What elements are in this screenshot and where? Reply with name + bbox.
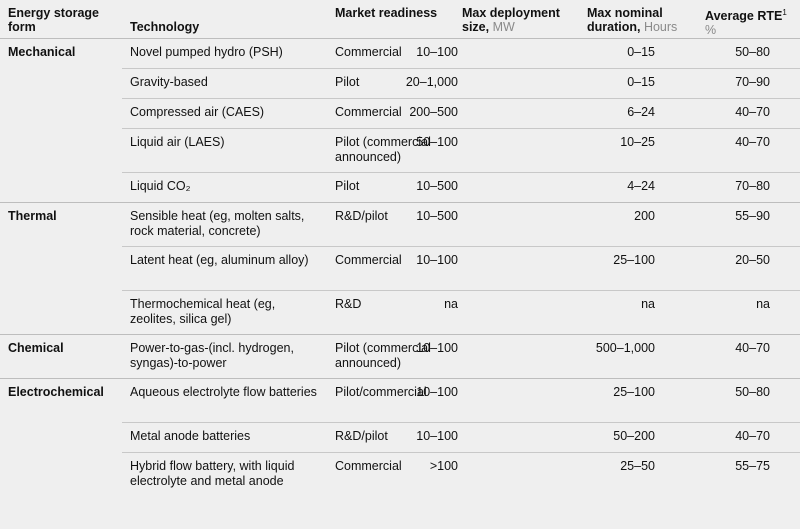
row-separator [122, 98, 800, 99]
technology: Power-to-gas-(incl. hydrogen, syngas)-to… [130, 341, 294, 370]
duration: 25–50 [620, 459, 655, 473]
form-label: Thermal [8, 209, 57, 223]
group-separator [0, 334, 800, 335]
technology: Novel pumped hydro (PSH) [130, 45, 283, 59]
technology: Metal anode batteries [130, 429, 251, 443]
row-separator [122, 422, 800, 423]
header-duration: Max nominal duration, Hours [587, 6, 697, 34]
header-unit: % [705, 23, 717, 38]
deployment: 10–500 [416, 209, 458, 223]
rte: 70–80 [735, 179, 770, 193]
readiness: Commercial [335, 45, 402, 59]
duration: na [641, 297, 655, 311]
header-deployment: Max deployment size, MW [462, 6, 577, 34]
duration: 4–24 [627, 179, 655, 193]
header-readiness: Market readiness [335, 6, 438, 20]
header-unit: MW [492, 20, 515, 34]
technology: Compressed air (CAES) [130, 105, 265, 119]
deployment: 10–100 [416, 45, 458, 59]
deployment: 10–100 [416, 253, 458, 267]
deployment: 10–100 [416, 341, 458, 355]
footnote-mark: 1 [782, 8, 787, 17]
duration: 10–25 [620, 135, 655, 149]
technology: Aqueous electrolyte flow batteries [130, 385, 317, 399]
rte: 40–70 [735, 341, 770, 355]
row-separator [122, 246, 800, 247]
row-separator [122, 452, 800, 453]
rte: 40–70 [735, 105, 770, 119]
rte: 55–75 [735, 459, 770, 473]
group-separator [0, 38, 800, 39]
readiness: Pilot [335, 179, 360, 193]
deployment: 50–100 [416, 135, 458, 149]
readiness: R&D/pilot [335, 429, 388, 443]
row-separator [122, 68, 800, 69]
readiness: R&D [335, 297, 362, 311]
group-separator [0, 378, 800, 379]
rte: 50–80 [735, 385, 770, 399]
technology: Hybrid flow battery, with liquid electro… [130, 459, 295, 488]
readiness: Commercial [335, 253, 402, 267]
technology: Sensible heat (eg, molten salts, rock ma… [130, 209, 305, 238]
deployment: 10–100 [416, 385, 458, 399]
duration: 200 [634, 209, 655, 223]
group-separator [0, 202, 800, 203]
duration: 0–15 [627, 45, 655, 59]
duration: 500–1,000 [595, 341, 655, 355]
technology: Liquid CO₂ [130, 179, 191, 193]
header-text: Max nominal duration, [587, 6, 663, 34]
row-separator [122, 172, 800, 173]
header-text: Average RTE [705, 9, 783, 24]
readiness: Pilot [335, 75, 360, 89]
rte: na [756, 297, 770, 311]
technology: Thermochemical heat (eg, zeolites, silic… [130, 297, 276, 326]
header-text: Max deployment size, [462, 6, 560, 34]
readiness: Commercial [335, 105, 402, 119]
readiness: Pilot (commercial announced) [335, 341, 431, 370]
rte: 40–70 [735, 429, 770, 443]
form-label: Mechanical [8, 45, 76, 59]
deployment: >100 [429, 459, 458, 473]
technology: Latent heat (eg, aluminum alloy) [130, 253, 309, 267]
deployment: 200–500 [409, 105, 458, 119]
deployment: 10–100 [416, 429, 458, 443]
header-unit: Hours [643, 20, 678, 34]
readiness: Pilot (commercial announced) [335, 135, 431, 164]
readiness: Commercial [335, 459, 402, 473]
form-label: Chemical [8, 341, 64, 355]
duration: 50–200 [613, 429, 655, 443]
form-label: Electrochemical [8, 385, 104, 399]
header-rte: Average RTE1% [705, 6, 800, 37]
duration: 6–24 [627, 105, 655, 119]
technology: Gravity-based [130, 75, 208, 89]
deployment: na [444, 297, 458, 311]
row-separator [122, 128, 800, 129]
deployment: 10–500 [416, 179, 458, 193]
rte: 55–90 [735, 209, 770, 223]
row-separator [122, 290, 800, 291]
deployment: 20–1,000 [405, 75, 458, 89]
readiness: Pilot/commercial [335, 385, 427, 399]
duration: 0–15 [627, 75, 655, 89]
duration: 25–100 [613, 253, 655, 267]
rte: 50–80 [735, 45, 770, 59]
rte: 40–70 [735, 135, 770, 149]
rte: 20–50 [735, 253, 770, 267]
readiness: R&D/pilot [335, 209, 388, 223]
rte: 70–90 [735, 75, 770, 89]
technology: Liquid air (LAES) [130, 135, 225, 149]
duration: 25–100 [613, 385, 655, 399]
header-form: Energy storage form [8, 6, 100, 34]
header-technology: Technology [130, 20, 200, 34]
